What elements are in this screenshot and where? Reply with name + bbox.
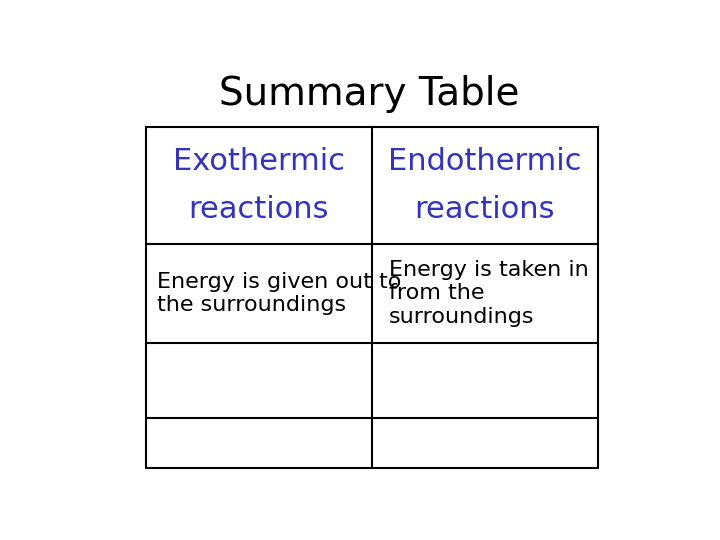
Bar bbox=[145, 127, 598, 468]
Text: Exothermic
reactions: Exothermic reactions bbox=[173, 147, 345, 224]
Text: Summary Table: Summary Table bbox=[219, 75, 519, 113]
Text: Endothermic
reactions: Endothermic reactions bbox=[388, 147, 582, 224]
Text: Energy is taken in
from the
surroundings: Energy is taken in from the surroundings bbox=[389, 260, 588, 327]
Text: Energy is given out to
the surroundings: Energy is given out to the surroundings bbox=[157, 272, 401, 315]
